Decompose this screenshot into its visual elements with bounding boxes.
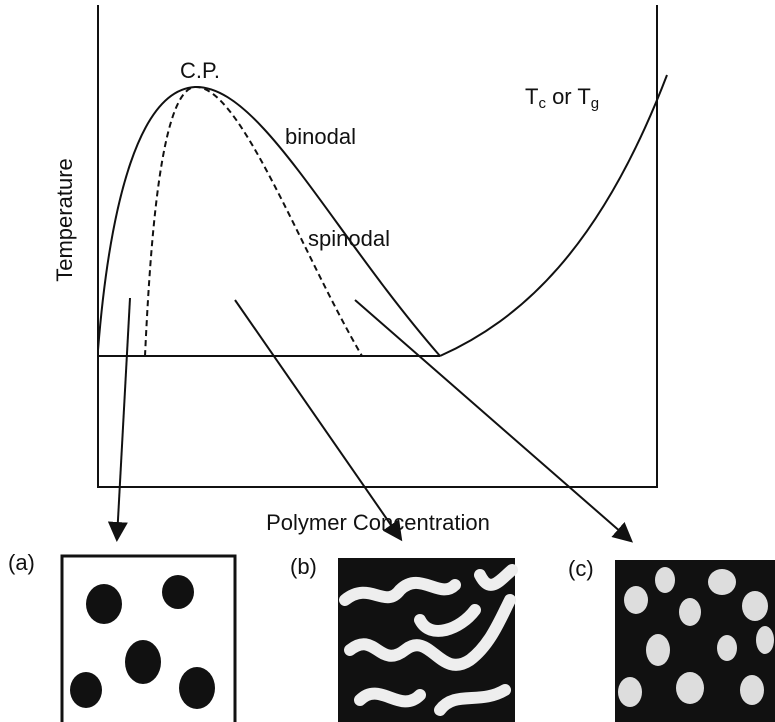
panel-label: (b) [290, 554, 317, 579]
binodal-label: binodal [285, 124, 356, 149]
y-axis-label: Temperature [52, 158, 77, 282]
panel-b-image [338, 558, 515, 722]
panel-c-image [615, 560, 775, 722]
tc-tg-label: Tc or Tg [525, 84, 599, 112]
panel-a-image [62, 556, 235, 722]
panel-label: (a) [8, 550, 35, 575]
spinodal-label: spinodal [308, 226, 390, 251]
panel-label: (c) [568, 556, 594, 581]
cp-label: C.P. [180, 58, 220, 83]
x-axis-label: Polymer Concentration [266, 510, 490, 535]
phase-diagram: C.P. binodal spinodal Tc or Tg Temperatu… [0, 0, 775, 722]
